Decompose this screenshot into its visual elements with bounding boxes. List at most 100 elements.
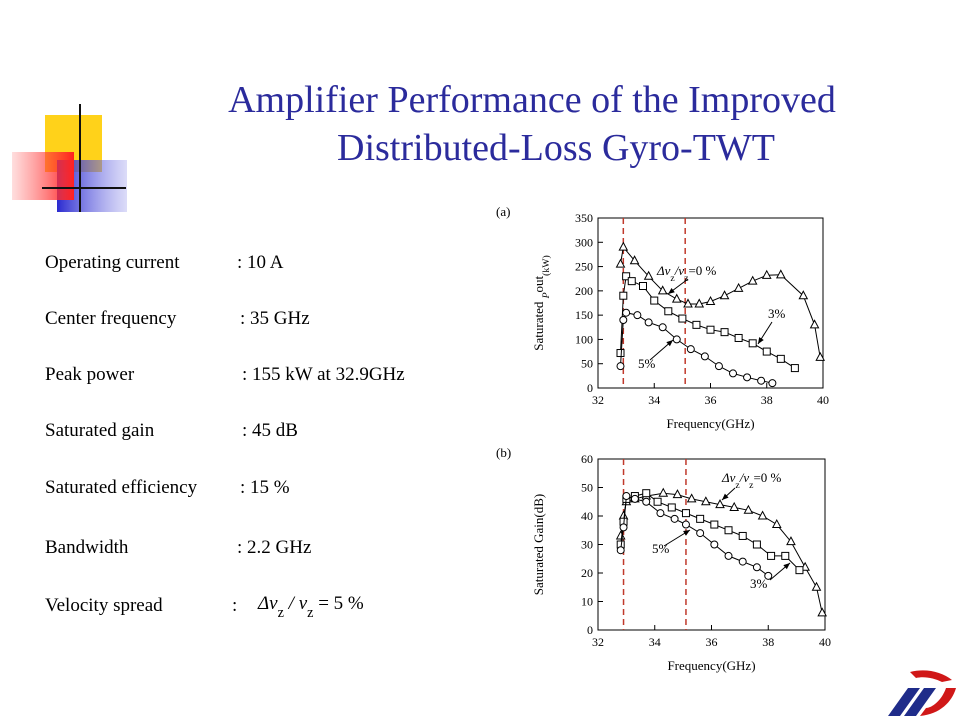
point [817, 607, 827, 617]
x-tick-label: 40 [817, 393, 829, 407]
point [781, 551, 790, 560]
point [786, 536, 796, 546]
y-tick-label: 100 [575, 332, 593, 346]
x-tick-label: 34 [649, 635, 661, 649]
point [616, 546, 625, 555]
title-line: Distributed-Loss Gyro-TWT [337, 127, 775, 169]
y-tick-label: 50 [581, 481, 593, 495]
annotation: 5% [652, 541, 670, 556]
text-part: =0 % [753, 470, 781, 485]
x-axis-label: Frequency(GHz) [667, 658, 755, 673]
point [653, 497, 662, 506]
point [733, 282, 744, 292]
y-tick-label: 30 [581, 538, 593, 552]
spec-formula: Δvz / vz = 5 % [257, 593, 364, 621]
text-part: Saturated [531, 298, 546, 350]
point [771, 518, 782, 529]
point [686, 345, 695, 354]
point [642, 489, 651, 498]
spec-value: : 155 kW at 32.9GHz [242, 364, 405, 385]
point [622, 272, 631, 281]
point [622, 492, 631, 501]
point [664, 307, 673, 316]
point [630, 494, 639, 503]
spec-value: : 35 GHz [240, 308, 310, 329]
text-part: 3% [768, 306, 786, 321]
y-tick-label: 20 [581, 566, 593, 580]
spec-value: : 2.2 GHz [237, 537, 311, 558]
spec-label: Peak power [45, 364, 135, 385]
point [696, 514, 705, 523]
title-line: Amplifier Performance of the Improved [228, 79, 836, 121]
point [720, 328, 729, 337]
point [667, 503, 676, 512]
x-tick-label: 36 [705, 393, 717, 407]
point [627, 277, 636, 286]
point [694, 298, 705, 308]
arrow-head [668, 287, 675, 294]
text-part: out [531, 275, 546, 292]
point [639, 282, 647, 290]
text-part: 5% [638, 356, 656, 371]
point [619, 291, 628, 300]
y-tick-label: 0 [587, 623, 593, 637]
point [616, 362, 625, 371]
x-axis-label: Frequency(GHz) [666, 416, 754, 431]
spec-value: : 45 dB [242, 420, 298, 441]
spec-list: Operating current: 10 A Center frequency:… [45, 252, 405, 621]
point [692, 320, 701, 329]
point [762, 347, 771, 356]
arrow-head [666, 340, 673, 347]
point [672, 335, 681, 344]
text-part: Saturated Gain(dB) [531, 494, 546, 595]
point [672, 489, 683, 499]
arrow-head [783, 563, 790, 570]
y-tick-label: 10 [581, 595, 593, 609]
point [775, 269, 786, 279]
point [738, 557, 747, 566]
point [743, 373, 752, 382]
point [658, 323, 667, 332]
point [710, 520, 719, 529]
point [809, 319, 820, 329]
point [633, 311, 642, 320]
point [619, 316, 628, 324]
point [700, 496, 711, 506]
point [671, 293, 682, 303]
point [757, 376, 766, 385]
point [724, 526, 733, 535]
point [696, 529, 705, 538]
point [705, 295, 716, 306]
point [710, 540, 719, 549]
arrow-head [758, 337, 764, 344]
red-square [12, 152, 74, 200]
point [738, 531, 747, 540]
text-part: 5% [652, 541, 670, 556]
point [776, 354, 785, 363]
subscript: P [541, 292, 552, 299]
series-line [620, 492, 823, 614]
text-part: = 5 % [313, 593, 363, 614]
point [678, 314, 687, 323]
point [729, 501, 740, 511]
x-tick-label: 36 [706, 635, 718, 649]
point [748, 339, 757, 348]
text-part: Δv [721, 470, 736, 485]
point [642, 497, 651, 506]
spec-label: Bandwidth [45, 537, 129, 558]
y-axis-label: Saturated Gain(dB) [531, 494, 546, 595]
text-part: Δv [656, 263, 671, 278]
point [658, 487, 669, 497]
point [747, 275, 758, 285]
point [811, 581, 822, 591]
text-part: 3% [750, 576, 768, 591]
text-part: / v [284, 593, 308, 614]
annotation: 5% [638, 356, 656, 371]
point [752, 563, 761, 572]
spec-value: : 10 A [237, 252, 284, 273]
y-tick-label: 200 [575, 284, 593, 298]
point [681, 509, 690, 518]
text-part: /v [739, 470, 750, 485]
y-tick-label: 300 [575, 235, 593, 249]
chart: (b) 32 34 36 38 40 0 10 20 30 40 50 60 Frequency(GHz)… [496, 445, 831, 673]
